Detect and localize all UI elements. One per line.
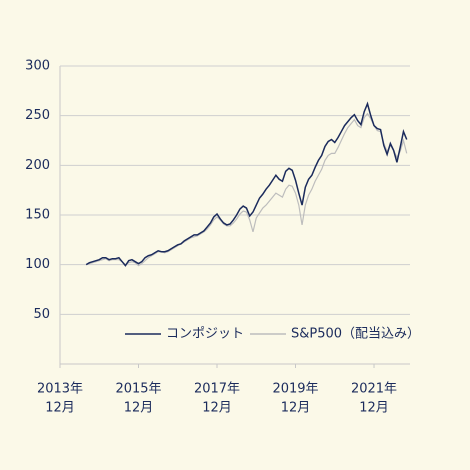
series-line [85,112,408,267]
y-tick-label: 300 [25,59,50,74]
legend-label: コンポジット [166,327,244,342]
x-tick-label: 2017年 [194,382,240,397]
y-tick-label: 50 [33,307,50,322]
x-tick-label: 12月 [359,401,389,416]
y-tick-label: 200 [25,158,50,173]
y-tick-label: 150 [25,208,50,223]
y-tick-label: 100 [25,257,50,272]
x-tick-label: 12月 [281,401,311,416]
x-tick-label: 2015年 [115,382,161,397]
x-tick-label: 2013年 [37,382,83,397]
x-tick-label: 12月 [45,401,75,416]
x-tick-label: 12月 [124,401,154,416]
legend-label: S&P500（配当込み） [291,327,420,342]
x-tick-label: 12月 [202,401,232,416]
x-tick-label: 2021年 [351,382,397,397]
series-line [85,101,408,267]
y-tick-label: 250 [25,108,50,123]
x-tick-label: 2019年 [272,382,318,397]
